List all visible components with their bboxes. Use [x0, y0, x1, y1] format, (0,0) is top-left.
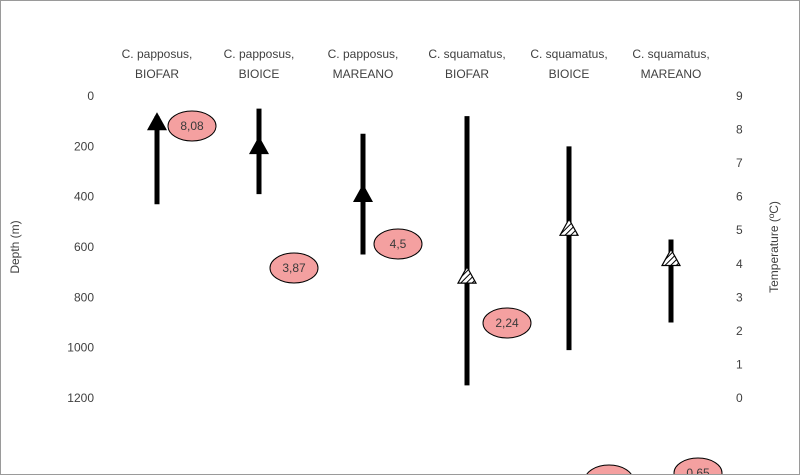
y2-tick-label: 0: [736, 391, 743, 405]
y2-tick-label: 9: [736, 89, 743, 103]
y2-axis-title: Temperature (ºC): [767, 201, 781, 293]
y2-tick-label: 8: [736, 123, 743, 137]
y2-tick-label: 4: [736, 257, 743, 271]
category-label-line1: C. papposus,: [224, 47, 295, 61]
temperature-value-label: 4,5: [390, 237, 407, 251]
temperature-bubble: [373, 228, 423, 260]
y-tick-label: 800: [74, 290, 94, 304]
temperature-value-label: 3,87: [282, 261, 306, 275]
category-label-line2: BIOFAR: [135, 67, 179, 81]
y-tick-label: 400: [74, 190, 94, 204]
category-label-line2: BIOICE: [239, 67, 280, 81]
temperature-value-label: 0,49: [597, 473, 621, 474]
y2-tick-label: 6: [736, 190, 743, 204]
hatched-triangle-marker: [660, 248, 682, 267]
temperature-value-label: 0,65: [686, 466, 710, 474]
y2-tick-label: 1: [736, 357, 743, 371]
category-label-line2: BIOFAR: [445, 67, 489, 81]
category-label-line2: MAREANO: [333, 67, 394, 81]
y-tick-label: 1200: [67, 391, 94, 405]
category-label-line1: C. squamatus,: [530, 47, 607, 61]
temperature-bubble: [269, 252, 319, 284]
temperature-bubble: [482, 307, 532, 339]
temperature-value-label: 2,24: [495, 316, 519, 330]
solid-triangle-marker: [352, 183, 374, 202]
y2-tick-label: 7: [736, 156, 743, 170]
solid-triangle-marker: [248, 136, 270, 155]
temperature-value-label: 8,08: [180, 119, 204, 133]
y-axis-title: Depth (m): [8, 220, 22, 273]
y-tick-label: 0: [87, 89, 94, 103]
y2-tick-label: 5: [736, 223, 743, 237]
y-tick-label: 1000: [67, 341, 94, 355]
hatched-triangle-marker: [558, 217, 580, 236]
temperature-bubble: [586, 464, 632, 474]
y-tick-label: 600: [74, 240, 94, 254]
category-label-line1: C. squamatus,: [428, 47, 505, 61]
solid-triangle-marker: [146, 112, 168, 131]
hatched-triangle-marker: [456, 265, 478, 284]
y2-tick-label: 2: [736, 324, 743, 338]
temperature-bubble: [167, 110, 217, 142]
temperature-bubble: [673, 457, 723, 474]
category-label-line1: C. squamatus,: [632, 47, 709, 61]
category-label-line1: C. papposus,: [122, 47, 193, 61]
category-label-line2: BIOICE: [549, 67, 590, 81]
category-label-line2: MAREANO: [641, 67, 702, 81]
y-tick-label: 200: [74, 139, 94, 153]
category-label-line1: C. papposus,: [328, 47, 399, 61]
y2-tick-label: 3: [736, 290, 743, 304]
